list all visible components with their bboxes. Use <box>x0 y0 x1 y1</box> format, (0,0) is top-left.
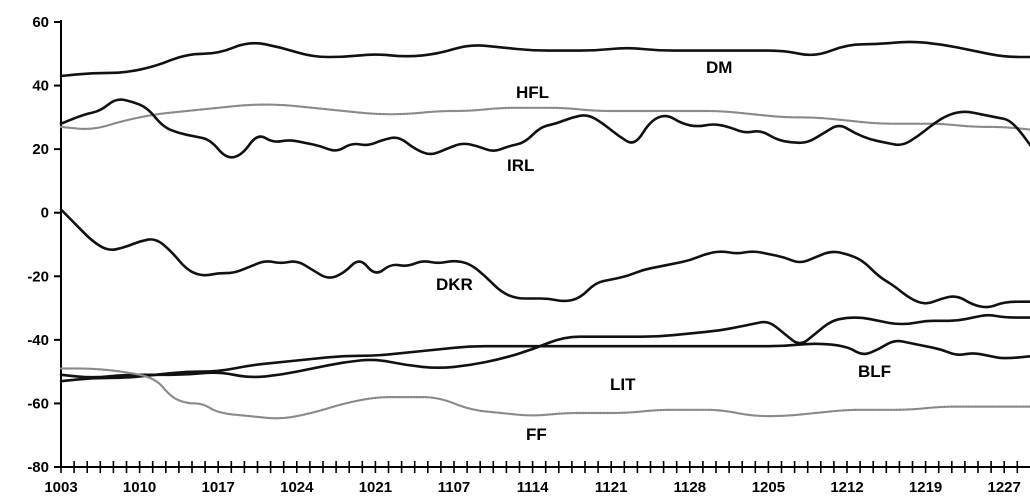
series-labels: DM HFL IRL DKR BLF LIT FF <box>436 58 891 444</box>
y-tick-label: 0 <box>41 205 49 222</box>
x-tick-label: 1128 <box>674 479 707 496</box>
series-line-lit <box>59 313 1030 379</box>
series-label-dm: DM <box>706 58 732 77</box>
y-tick-label: -80 <box>27 459 49 476</box>
x-tick-label: 1010 <box>123 479 156 496</box>
x-tick-label: 1205 <box>752 479 785 496</box>
x-tick-label: 1107 <box>438 479 471 496</box>
x-tick-label: 1121 <box>595 479 628 496</box>
series-line-ff <box>59 367 1030 420</box>
x-tick-label: 1017 <box>202 479 235 496</box>
series-line-dm <box>59 40 1030 78</box>
x-tick-label: 1219 <box>909 479 942 496</box>
series-label-hfl: HFL <box>516 83 549 102</box>
x-tick-label: 1114 <box>517 479 549 496</box>
series-lines <box>59 40 1030 420</box>
x-tick-label: 1021 <box>359 479 392 496</box>
series-label-blf: BLF <box>858 362 891 381</box>
series-line-blf <box>59 339 1030 383</box>
series-line-irl <box>59 98 1030 159</box>
series-label-dkr: DKR <box>436 275 473 294</box>
y-tick-label: -40 <box>27 332 49 349</box>
x-tick-label: 1212 <box>830 479 863 496</box>
x-tick-label: 1227 <box>988 479 1021 496</box>
x-axis: 1003 1010 1017 1024 1021 1107 1114 1121 1128 1205… <box>44 461 1030 496</box>
y-tick-label: -60 <box>27 395 49 412</box>
y-axis: 60 40 20 0 -20 -40 -60 -80 <box>27 14 62 476</box>
series-line-hfl <box>59 103 1030 131</box>
series-line-dkr <box>59 208 1030 309</box>
series-label-ff: FF <box>526 425 547 444</box>
x-tick-label: 1024 <box>280 479 314 496</box>
y-tick-label: 60 <box>32 14 49 31</box>
y-tick-label: -20 <box>27 268 49 285</box>
y-tick-label: 20 <box>32 141 49 158</box>
series-label-irl: IRL <box>507 156 534 175</box>
y-tick-label: 40 <box>32 78 49 95</box>
series-label-lit: LIT <box>610 375 636 394</box>
x-tick-label: 1003 <box>44 479 77 496</box>
